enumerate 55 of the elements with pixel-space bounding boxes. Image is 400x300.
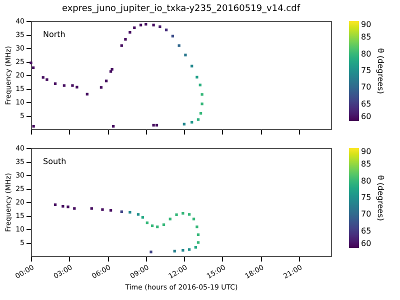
chart-title: expres_juno_jupiter_io_txka-y235_20160519_v14.cdf	[62, 4, 301, 14]
color-bar-label: 80	[361, 49, 372, 58]
point	[196, 76, 198, 78]
point	[198, 84, 202, 86]
point	[196, 226, 198, 228]
point	[46, 78, 48, 81]
point	[152, 124, 155, 127]
point	[73, 207, 76, 210]
point	[128, 31, 132, 34]
annotation: North	[43, 30, 66, 39]
point	[158, 25, 162, 28]
color-bar-label: 65	[361, 99, 372, 108]
color-bar-label: 85	[361, 160, 372, 169]
point	[90, 207, 93, 210]
point	[139, 24, 142, 26]
point	[178, 44, 180, 47]
point	[124, 38, 127, 41]
point	[42, 76, 44, 79]
point	[66, 206, 70, 208]
color-bar-title: θ (degrees)	[376, 48, 385, 94]
color-bar-label: 60	[361, 112, 372, 121]
color-bar-label: 70	[361, 82, 372, 92]
point	[188, 248, 191, 251]
color-bar-label: 75	[361, 66, 372, 75]
annotation: South	[43, 157, 66, 166]
point	[32, 124, 35, 128]
color-bar-label: 90	[361, 147, 372, 156]
point	[109, 70, 112, 73]
point	[200, 93, 204, 96]
point	[152, 24, 155, 26]
point	[150, 250, 152, 254]
color-bar-title: θ (degrees)	[376, 175, 385, 221]
point	[62, 84, 66, 87]
point	[30, 62, 32, 64]
point	[128, 210, 132, 214]
color-bar-label: 65	[361, 226, 372, 236]
point	[200, 102, 204, 106]
point	[196, 241, 200, 244]
point	[71, 84, 74, 87]
point	[104, 80, 108, 82]
color-bar-label: 90	[361, 20, 372, 29]
color-bar-label: 75	[361, 193, 372, 202]
color-bar-label: 60	[361, 239, 372, 248]
point	[76, 86, 78, 88]
point	[101, 208, 104, 211]
color-bar-label: 70	[361, 210, 372, 219]
point	[192, 218, 196, 220]
point	[196, 118, 200, 121]
point	[184, 54, 187, 56]
point	[110, 68, 114, 71]
point	[175, 213, 178, 216]
point	[120, 44, 123, 47]
color-bar-label: 80	[361, 176, 372, 186]
point	[168, 218, 172, 220]
color-bar-label: 85	[361, 32, 372, 42]
